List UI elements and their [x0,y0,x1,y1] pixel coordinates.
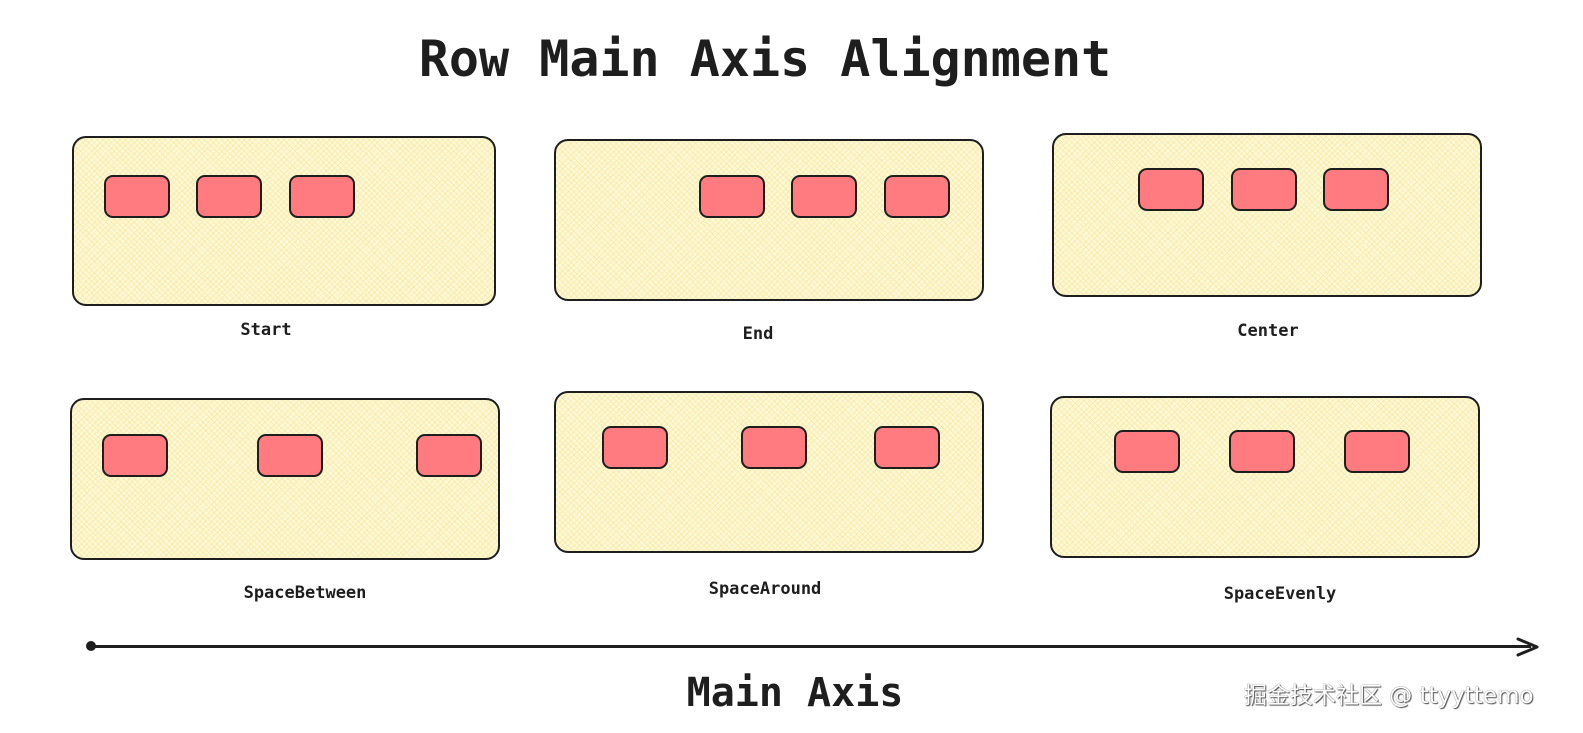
item [1344,430,1410,473]
item [196,175,262,218]
panel-label-space-between: SpaceBetween [243,583,367,603]
panel-label-start: Start [240,320,292,340]
panel-space-evenly [1050,396,1480,558]
diagram-title: Row Main Axis Alignment [418,30,1112,88]
item [289,175,355,218]
main-axis-line [91,645,1531,648]
item [884,175,950,218]
item [416,434,482,477]
axis-label: Main Axis [686,670,904,716]
item [104,175,170,218]
item [1229,430,1295,473]
watermark: 掘金技术社区 @ ttyyttemo [1244,683,1534,709]
panel-label-space-around: SpaceAround [708,579,822,599]
item [791,175,857,218]
item [1231,168,1297,211]
item [699,175,765,218]
item [1114,430,1180,473]
panel-space-around [554,391,984,553]
panel-start [72,136,496,306]
item [257,434,323,477]
item [602,426,668,469]
item [102,434,168,477]
panel-center [1052,133,1482,297]
panel-label-center: Center [1237,321,1299,341]
panel-label-end: End [742,324,774,344]
item [1138,168,1204,211]
item [874,426,940,469]
item [1323,168,1389,211]
arrowhead-icon [1516,637,1539,657]
panel-space-between [70,398,500,560]
panel-label-space-evenly: SpaceEvenly [1223,584,1337,604]
item [741,426,807,469]
panel-end [554,139,984,301]
